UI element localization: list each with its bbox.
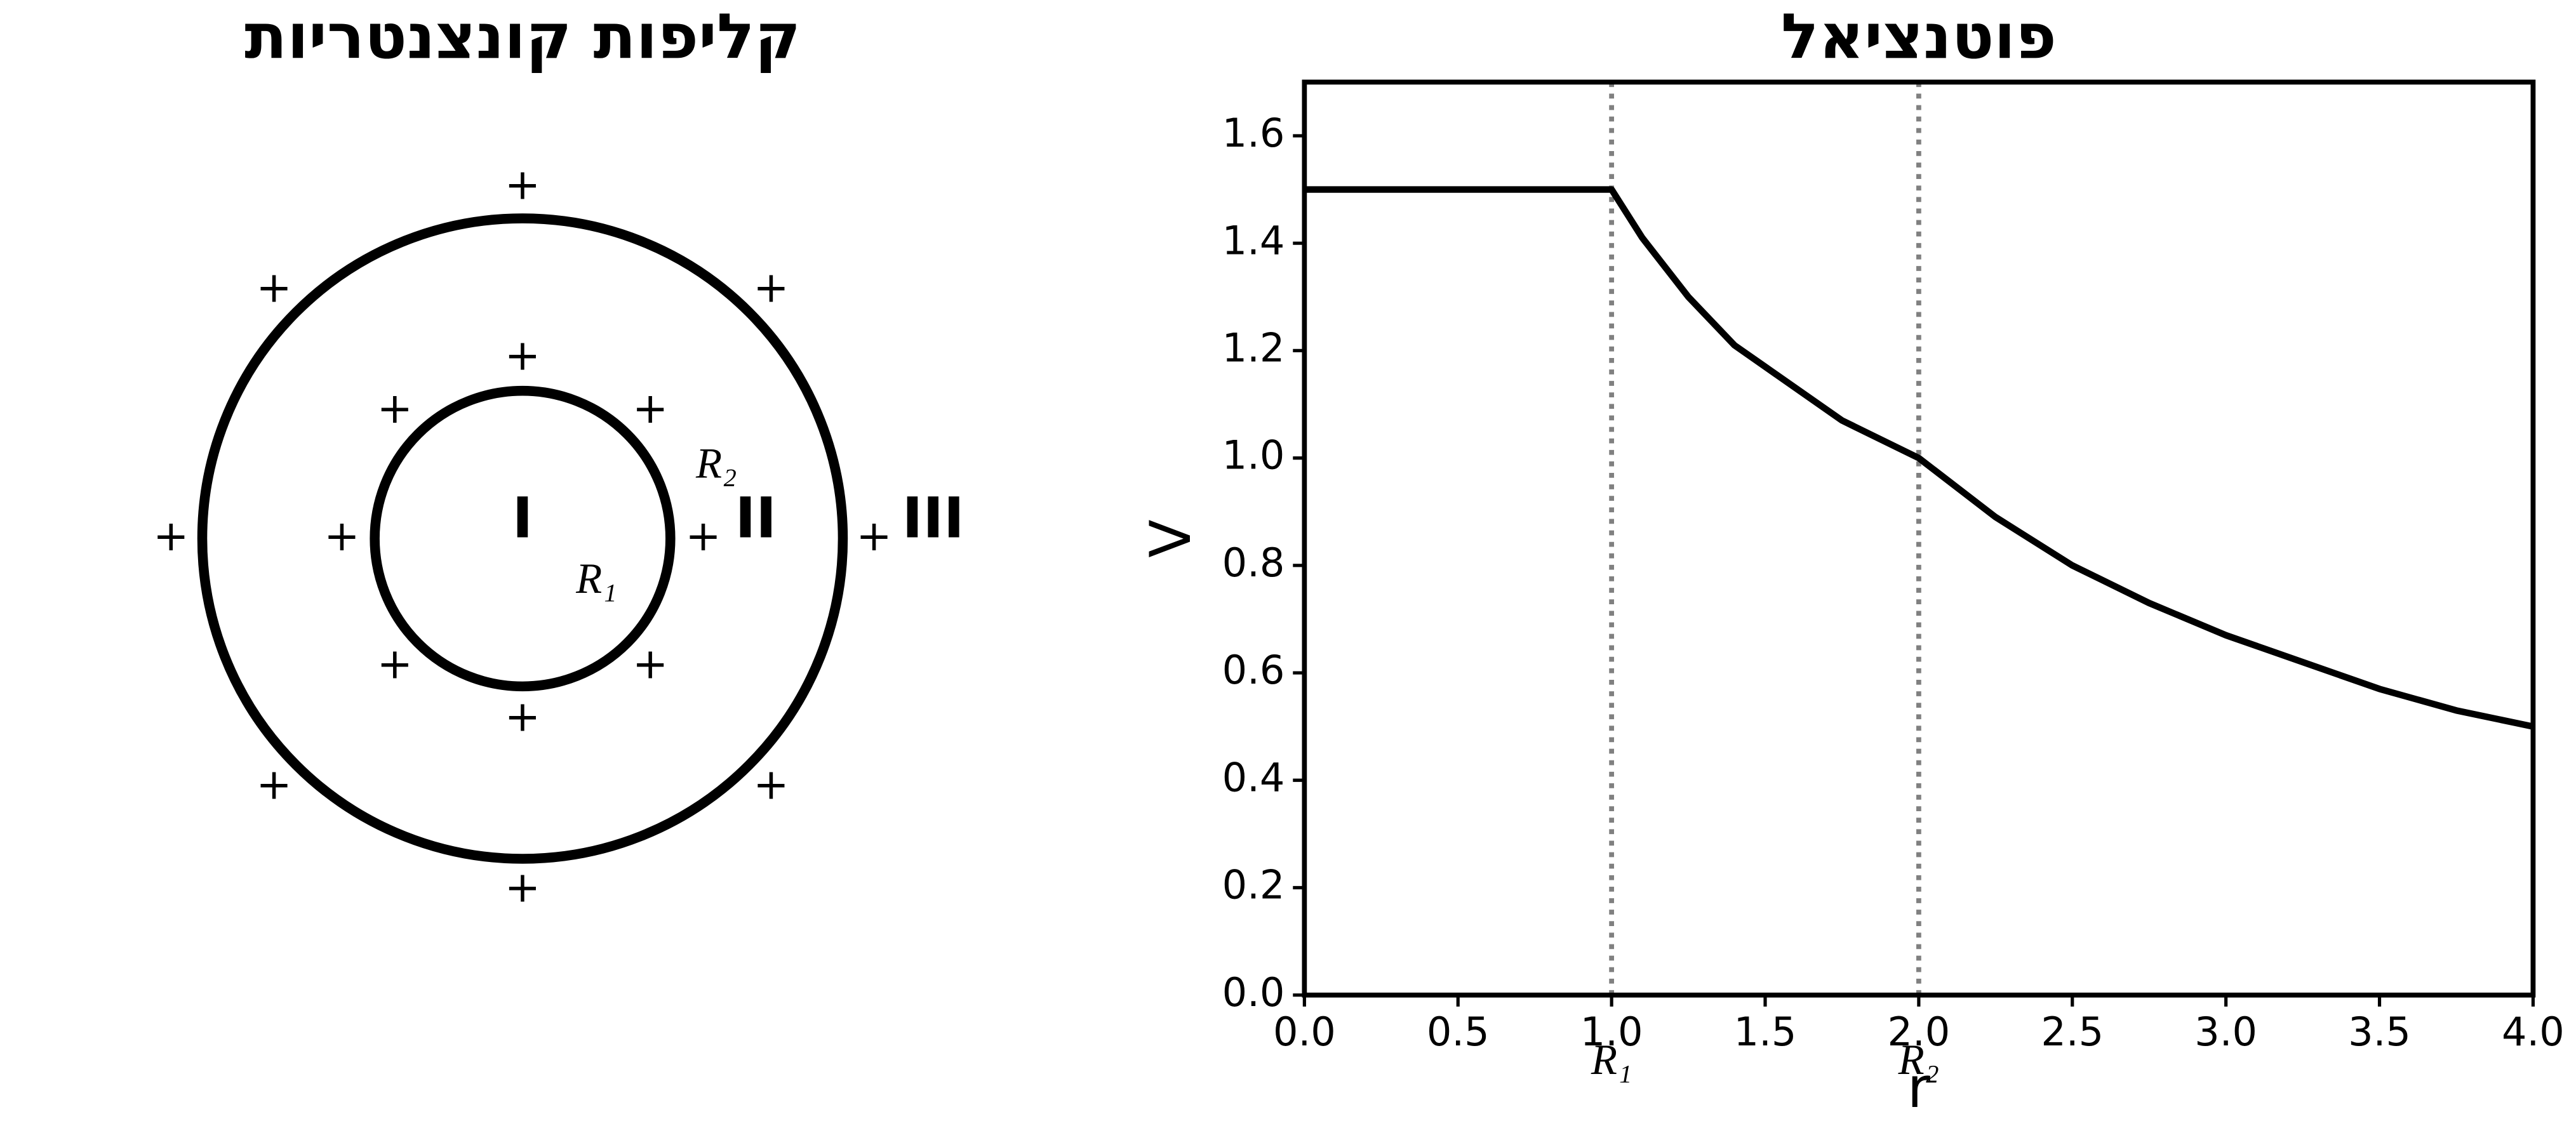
outer-shell	[197, 213, 848, 864]
inner-charge: +	[632, 639, 668, 688]
outer-charge: +	[153, 511, 189, 560]
region-label: I	[512, 486, 533, 551]
y-tick-label: 0.6	[1222, 647, 1285, 693]
inner-charge: +	[505, 331, 540, 380]
outer-charge: +	[753, 263, 789, 312]
y-tick-label: 1.6	[1222, 110, 1285, 156]
reference-label: R₂	[1898, 1036, 1939, 1083]
x-axis-label: r	[1907, 1055, 1931, 1120]
x-tick-label: 0.0	[1273, 1009, 1336, 1055]
outer-charge: +	[505, 159, 540, 209]
outer-charge: +	[753, 760, 789, 809]
outer-charge: +	[856, 511, 891, 560]
y-tick-label: 0.4	[1222, 754, 1285, 800]
y-tick-label: 1.4	[1222, 217, 1285, 263]
inner-charge: +	[324, 511, 359, 560]
y-axis-label: V	[1138, 519, 1203, 557]
outer-charge: +	[256, 263, 291, 312]
potential-line	[1304, 186, 2534, 730]
x-tick-label: 4.0	[2502, 1009, 2565, 1055]
x-tick-label: 1.5	[1734, 1009, 1797, 1055]
chart-title: פוטנציאל	[1781, 1, 2057, 74]
inner-charge: +	[377, 639, 413, 688]
y-tick-label: 1.0	[1222, 432, 1285, 479]
region-label: III	[902, 486, 964, 551]
x-tick-label: 2.0	[1888, 1009, 1951, 1055]
x-tick-label: 2.5	[2041, 1009, 2104, 1055]
plot-frame	[1302, 79, 2536, 998]
inner-shell	[370, 385, 676, 692]
inner-charge: +	[377, 383, 413, 433]
y-tick-label: 1.2	[1222, 324, 1285, 371]
y-tick-label: 0.2	[1222, 862, 1285, 908]
x-tick-label: 3.0	[2194, 1009, 2257, 1055]
x-tick-label: 3.5	[2348, 1009, 2411, 1055]
radius-label: R₁	[575, 555, 617, 602]
x-tick-label: 1.0	[1580, 1009, 1643, 1055]
x-tick-label: 0.5	[1427, 1009, 1490, 1055]
outer-charge: +	[505, 863, 540, 912]
y-tick-label: 0.8	[1222, 540, 1285, 586]
inner-charge: +	[505, 692, 540, 741]
inner-charge: +	[685, 511, 721, 560]
region-label: II	[735, 486, 777, 551]
diagram-title: קליפות קונצנטריות	[244, 1, 801, 74]
outer-charge: +	[256, 760, 291, 809]
reference-label: R₁	[1591, 1036, 1632, 1083]
y-tick-label: 0.0	[1222, 969, 1285, 1016]
radius-label: R₂	[695, 440, 737, 487]
inner-charge: +	[632, 383, 668, 433]
